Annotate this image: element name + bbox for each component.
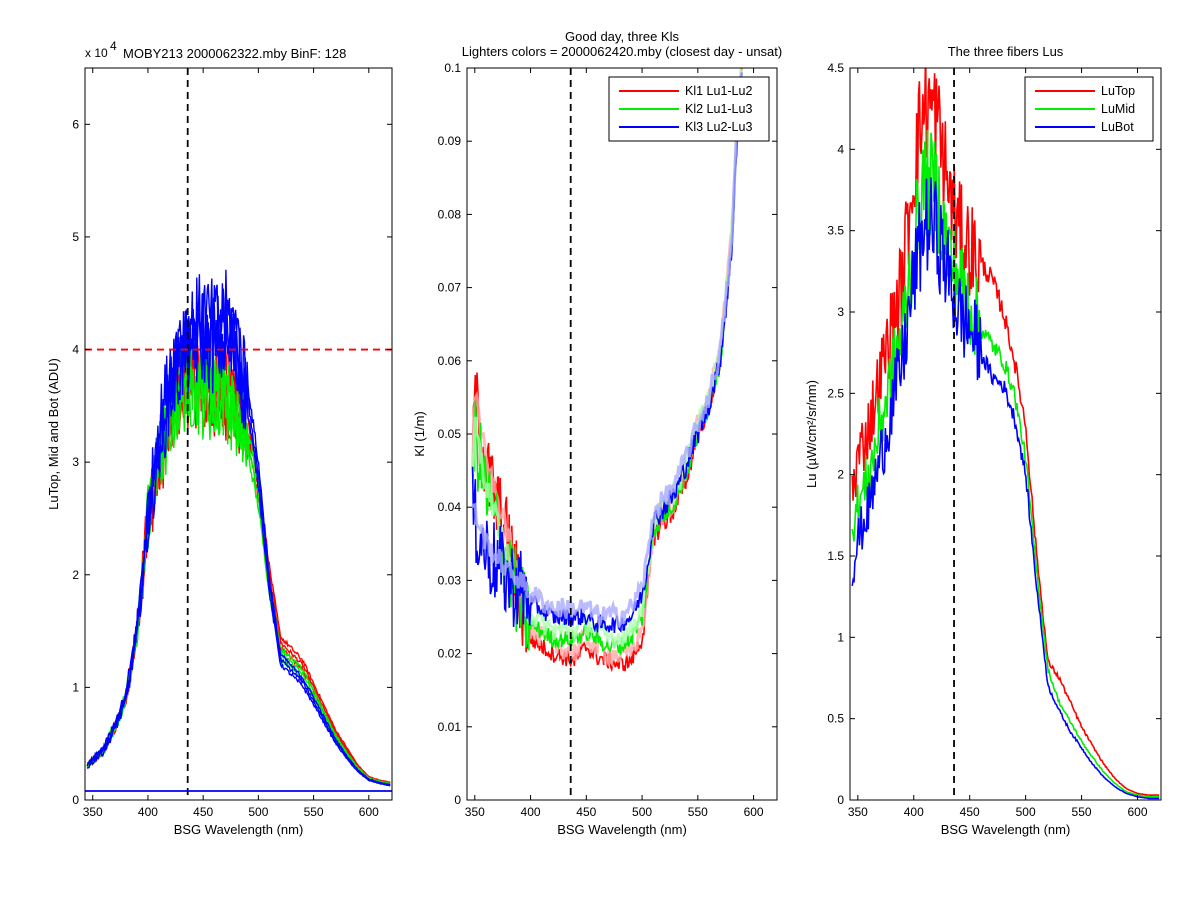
y-tick-label: 0.08 <box>438 207 462 221</box>
y-tick-label: 2 <box>72 568 79 582</box>
legend-label: Kl1 Lu1-Lu2 <box>685 84 752 98</box>
x-tick-label: 500 <box>248 805 268 819</box>
plot-area <box>851 68 1160 800</box>
chart-panel-3: 350 400 450 500 550 600 0 0.5 1 1.5 2 2.5 3 3.5 4 4.5 BS… <box>804 44 1162 837</box>
legend-label: Kl2 Lu1-Lu3 <box>685 102 752 116</box>
plot-area <box>471 68 743 800</box>
x-tick-label: 500 <box>632 805 652 819</box>
legend-label: LuMid <box>1101 102 1135 116</box>
x-tick-label: 550 <box>1072 805 1092 819</box>
y-tick-label: 6 <box>72 117 79 131</box>
y-tick-label: 0.1 <box>444 61 461 75</box>
y-tick-label: 0 <box>72 793 79 807</box>
plot-area <box>85 68 392 800</box>
x-tick-label: 350 <box>848 805 868 819</box>
y-tick-label: 4 <box>72 343 79 357</box>
series-line-1-2 <box>86 341 391 784</box>
x-axis-label: BSG Wavelength (nm) <box>941 822 1071 837</box>
chart-panel-1: 350 400 450 500 550 600 0 1 2 3 4 5 6 BSG Wavelength … <box>46 39 393 837</box>
x-tick-label: 600 <box>359 805 379 819</box>
y-tick-label: 3.5 <box>827 224 844 238</box>
x-tick-label: 350 <box>465 805 485 819</box>
y-tick-label: 1 <box>72 680 79 694</box>
series-line-3-3 <box>86 269 391 786</box>
y-tick-label: 0.07 <box>438 281 462 295</box>
x-axis-label: BSG Wavelength (nm) <box>174 822 304 837</box>
series-line-2-2 <box>86 343 391 785</box>
series-line-1-3 <box>86 327 391 783</box>
x-tick-label: 550 <box>304 805 324 819</box>
y-axis-label: LuTop, Mid and Bot (ADU) <box>46 358 61 510</box>
series-line-2-3 <box>86 337 391 785</box>
y-exponent-label: x 10 <box>85 46 108 60</box>
y-tick-label: 0.05 <box>438 427 462 441</box>
chart-title: The three fibers Lus <box>948 44 1064 59</box>
legend: LuTop LuMid LuBot <box>1024 76 1154 142</box>
y-tick-label: 3 <box>837 305 844 319</box>
y-tick-label: 0.5 <box>827 712 844 726</box>
axes-frame <box>466 67 778 801</box>
y-tick-label: 2.5 <box>827 386 844 400</box>
chart-title: MOBY213 2000062322.mby BinF: 128 <box>123 46 346 61</box>
legend: Kl1 Lu1-Lu2 Kl2 Lu1-Lu3 Kl3 Lu2-Lu3 <box>608 76 770 142</box>
series-line-3-2 <box>86 288 391 786</box>
y-tick-label: 5 <box>72 230 79 244</box>
y-tick-label: 1.5 <box>827 549 844 563</box>
series-line-1 <box>851 68 1160 797</box>
y-tick-label: 4 <box>837 142 844 156</box>
chart-panel-2: 350 400 450 500 550 600 0 0.01 0.02 0.03 0.04 0.05 0… <box>412 29 782 837</box>
x-tick-label: 550 <box>688 805 708 819</box>
x-tick-label: 400 <box>521 805 541 819</box>
y-tick-label: 2 <box>837 468 844 482</box>
series-light-3 <box>471 72 743 629</box>
y-tick-label: 0.09 <box>438 134 462 148</box>
x-tick-label: 350 <box>83 805 103 819</box>
y-tick-label: 0.02 <box>438 647 462 661</box>
x-tick-label: 450 <box>960 805 980 819</box>
series-line-3-1 <box>86 308 391 787</box>
y-tick-label: 0.01 <box>438 720 462 734</box>
x-tick-label: 600 <box>1127 805 1147 819</box>
axes-frame <box>84 67 393 801</box>
chart-subtitle: Lighters colors = 2000062420.mby (closes… <box>462 44 782 59</box>
y-axis-label: Kl (1/m) <box>412 411 427 457</box>
y-tick-label: 3 <box>72 455 79 469</box>
y-tick-label: 0.04 <box>438 500 462 514</box>
x-tick-label: 450 <box>193 805 213 819</box>
series-line-2 <box>851 129 1160 798</box>
y-tick-label: 0.06 <box>438 354 462 368</box>
series-line-3 <box>851 177 1160 800</box>
y-tick-label: 4.5 <box>827 61 844 75</box>
x-tick-label: 450 <box>576 805 596 819</box>
y-tick-label: 1 <box>837 630 844 644</box>
legend-label: LuTop <box>1101 84 1135 98</box>
chart-title: Good day, three Kls <box>565 29 679 44</box>
x-tick-label: 600 <box>744 805 764 819</box>
x-tick-label: 400 <box>904 805 924 819</box>
y-exponent-power: 4 <box>110 39 117 53</box>
x-axis-label: BSG Wavelength (nm) <box>557 822 687 837</box>
series-line-3 <box>471 72 743 634</box>
legend-label: LuBot <box>1101 120 1134 134</box>
legend-label: Kl3 Lu2-Lu3 <box>685 120 752 134</box>
x-tick-label: 500 <box>1016 805 1036 819</box>
y-axis-label: Lu (µW/cm²/sr/nm) <box>804 380 819 488</box>
y-tick-label: 0 <box>454 793 461 807</box>
x-tick-label: 400 <box>138 805 158 819</box>
y-tick-label: 0.03 <box>438 573 462 587</box>
y-tick-label: 0 <box>837 793 844 807</box>
axes-frame <box>849 67 1162 801</box>
